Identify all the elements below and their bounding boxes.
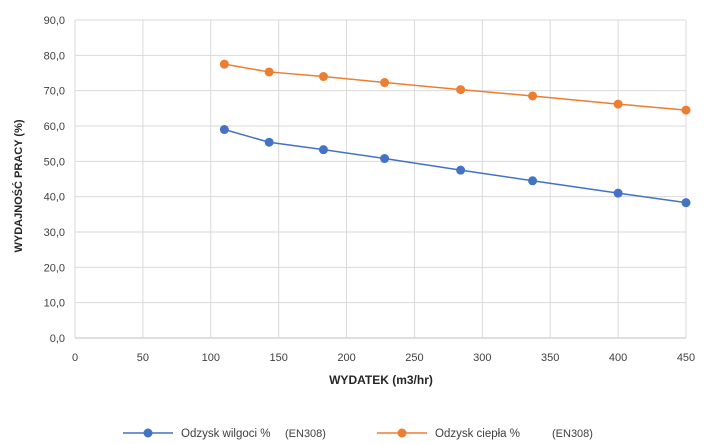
x-tick-label: 100 [202,352,220,364]
x-tick-label: 0 [72,352,78,364]
legend-marker [143,428,153,438]
data-point [681,198,691,208]
x-tick-label: 150 [269,352,287,364]
y-tick-label: 70,0 [44,86,65,98]
y-tick-label: 30,0 [44,227,65,239]
data-point [456,165,466,175]
y-tick-label: 80,0 [44,50,65,62]
x-tick-label: 300 [473,352,491,364]
y-axis-title: WYDAJNOŚĆ PRACY (%) [12,119,25,252]
legend-label: Odzysk wilgoci % [181,428,270,440]
data-point [219,59,229,69]
data-point [380,78,390,88]
x-tick-label: 200 [337,352,355,364]
x-tick-label: 50 [137,352,149,364]
legend-label: Odzysk ciepła % [435,428,520,440]
y-tick-label: 90,0 [44,15,65,27]
data-point [264,137,274,147]
y-tick-label: 60,0 [44,121,65,133]
data-point [456,85,466,95]
data-point [318,72,328,82]
y-tick-label: 50,0 [44,156,65,168]
y-tick-labels: 0,0 10,0 20,0 30,0 40,0 50,0 60,0 70,0 80,0 90,0 [44,15,65,345]
x-tick-label: 400 [609,352,627,364]
legend-note: (EN308) [552,428,593,440]
data-point [613,99,623,109]
x-axis-title: WYDATEK (m3/hr) [329,373,433,387]
gridlines [74,19,687,339]
data-point [613,188,623,198]
series-moisture-recovery [219,125,691,208]
x-tick-label: 250 [405,352,423,364]
data-point [380,154,390,164]
data-point [318,145,328,155]
legend-item: Odzysk ciepła % (EN308) [377,428,593,440]
x-tick-label: 350 [541,352,559,364]
y-tick-label: 0,0 [50,333,65,345]
legend-note: (EN308) [285,428,326,440]
legend-marker [397,428,407,438]
data-series [219,59,691,208]
series-line [224,63,687,111]
data-point [219,125,229,135]
legend: Odzysk wilgoci % (EN308) Odzysk ciepła % (E… [123,428,593,440]
x-tick-labels: 0 50 100 150 200 250 300 350 400 450 [72,352,695,364]
data-point [264,67,274,77]
data-point [528,91,538,101]
y-tick-label: 40,0 [44,192,65,204]
x-tick-label: 450 [677,352,695,364]
series-heat-recovery [219,59,691,115]
series-line [224,128,687,204]
legend-item: Odzysk wilgoci % (EN308) [123,428,326,440]
data-point [528,176,538,186]
y-tick-label: 20,0 [44,262,65,274]
y-tick-label: 10,0 [44,298,65,310]
data-point [681,105,691,115]
